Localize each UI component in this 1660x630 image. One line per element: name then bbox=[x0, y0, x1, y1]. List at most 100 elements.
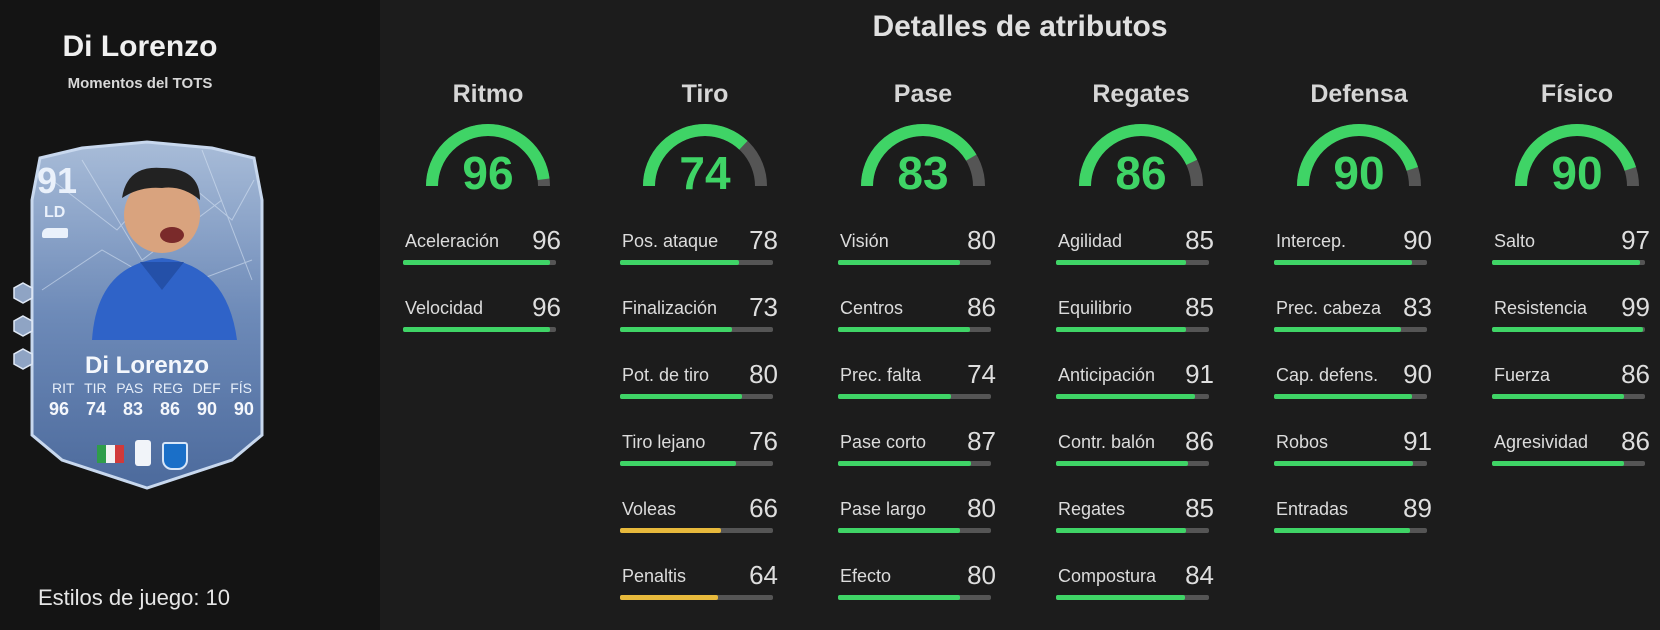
attribute-value: 96 bbox=[532, 292, 561, 322]
card-stat-value: 74 bbox=[85, 399, 107, 419]
player-card[interactable]: 91 LD Di Lorenzo RIT TIR PAS REG DEF FÍS… bbox=[22, 140, 272, 490]
attribute-value: 90 bbox=[1403, 359, 1432, 389]
card-name: Di Lorenzo bbox=[85, 352, 209, 379]
attribute-bar bbox=[1056, 461, 1209, 466]
attribute-bar-fill bbox=[1274, 528, 1411, 533]
attribute-bar bbox=[1274, 394, 1427, 399]
attribute-bar bbox=[838, 260, 991, 265]
attribute-value: 86 bbox=[1621, 426, 1650, 456]
category-gauge bbox=[643, 124, 767, 187]
attribute-bar bbox=[620, 260, 773, 265]
attribute-label: Pase corto bbox=[840, 432, 927, 452]
attribute-value: 91 bbox=[1185, 359, 1214, 389]
attribute-row: Resistencia 99 bbox=[1492, 292, 1652, 334]
attribute-row: Agilidad 85 bbox=[1056, 225, 1216, 267]
attribute-bar-fill bbox=[838, 461, 972, 466]
category-gauge bbox=[426, 124, 550, 187]
attribute-bar-fill bbox=[620, 461, 737, 466]
attribute-row: Visión 80 bbox=[838, 225, 998, 267]
category-name: Pase bbox=[893, 80, 953, 108]
attribute-label: Aceleración bbox=[405, 231, 500, 251]
attribute-row: Agresividad 86 bbox=[1492, 426, 1652, 468]
attribute-row: Pase largo 80 bbox=[838, 493, 998, 535]
attribute-label: Visión bbox=[840, 231, 889, 251]
attribute-bar-fill bbox=[1492, 327, 1644, 332]
category-name: Regates bbox=[1092, 80, 1190, 108]
league-badge-icon bbox=[135, 440, 151, 466]
attribute-bar bbox=[838, 461, 991, 466]
card-stat-label: RIT bbox=[52, 380, 75, 396]
attribute-row: Robos 91 bbox=[1274, 426, 1434, 468]
attribute-bar bbox=[403, 327, 556, 332]
attribute-label: Robos bbox=[1276, 432, 1329, 452]
attribute-bar-fill bbox=[838, 327, 970, 332]
attribute-value: 74 bbox=[967, 359, 996, 389]
attribute-label: Salto bbox=[1494, 231, 1536, 251]
attribute-label: Entradas bbox=[1276, 499, 1349, 519]
card-stat-values: 96 74 83 86 90 90 bbox=[49, 399, 254, 420]
attribute-row: Contr. balón 86 bbox=[1056, 426, 1216, 468]
attribute-row: Anticipación 91 bbox=[1056, 359, 1216, 401]
attribute-bar-fill bbox=[1056, 528, 1187, 533]
attribute-value: 86 bbox=[1621, 359, 1650, 389]
category-value: 74 bbox=[679, 147, 731, 199]
category-gauge bbox=[861, 124, 985, 187]
attribute-bar-fill bbox=[838, 595, 961, 600]
attribute-row: Pos. ataque 78 bbox=[620, 225, 780, 267]
category-gauge bbox=[1297, 124, 1421, 187]
gauge-fill bbox=[426, 124, 550, 187]
attribute-label: Tiro lejano bbox=[622, 432, 706, 452]
attribute-bar bbox=[1056, 260, 1209, 265]
attribute-value: 78 bbox=[749, 225, 778, 255]
attribute-value: 73 bbox=[749, 292, 778, 322]
attribute-value: 99 bbox=[1621, 292, 1650, 322]
attribute-bar-fill bbox=[838, 394, 952, 399]
card-stat-label: TIR bbox=[84, 380, 107, 396]
attribute-value: 66 bbox=[749, 493, 778, 523]
attribute-bar bbox=[1274, 461, 1427, 466]
playstyles-count: Estilos de juego: 10 bbox=[38, 585, 231, 610]
attribute-bar-fill bbox=[1274, 260, 1412, 265]
category-name: Tiro bbox=[681, 80, 729, 108]
section-title: Detalles de atributos bbox=[872, 10, 1168, 43]
card-stat-label: REG bbox=[152, 380, 184, 396]
attribute-bar bbox=[1492, 461, 1645, 466]
playstyle-icon[interactable] bbox=[12, 282, 34, 304]
category-name: Defensa bbox=[1310, 80, 1408, 108]
attribute-value: 96 bbox=[532, 225, 561, 255]
attribute-bar bbox=[1492, 260, 1645, 265]
card-stat-value: 86 bbox=[159, 399, 180, 419]
playstyle-icon[interactable] bbox=[12, 348, 34, 370]
attribute-bar-fill bbox=[1274, 394, 1412, 399]
attribute-bar bbox=[620, 595, 773, 600]
attribute-label: Finalización bbox=[622, 298, 718, 318]
attribute-bar bbox=[1274, 260, 1427, 265]
attribute-label: Penaltis bbox=[622, 566, 687, 586]
attribute-row: Efecto 80 bbox=[838, 560, 998, 602]
attribute-label: Prec. cabeza bbox=[1276, 298, 1382, 318]
attribute-row: Equilibrio 85 bbox=[1056, 292, 1216, 334]
attribute-value: 83 bbox=[1403, 292, 1432, 322]
card-stat-value: 90 bbox=[196, 399, 217, 419]
nation-flag-icon bbox=[97, 445, 124, 463]
category-name: Ritmo bbox=[452, 80, 524, 108]
gauge-fill bbox=[861, 124, 985, 187]
attribute-label: Pase largo bbox=[840, 499, 927, 519]
attribute-value: 89 bbox=[1403, 493, 1432, 523]
attribute-bar bbox=[620, 461, 773, 466]
gauge-fill bbox=[643, 124, 767, 187]
attribute-row: Aceleración 96 bbox=[403, 225, 563, 267]
attribute-label: Intercep. bbox=[1276, 231, 1347, 251]
attribute-label: Resistencia bbox=[1494, 298, 1588, 318]
category-gauge bbox=[1079, 124, 1203, 187]
attribute-row: Entradas 89 bbox=[1274, 493, 1434, 535]
attribute-bar-fill bbox=[403, 260, 550, 265]
attribute-row: Pot. de tiro 80 bbox=[620, 359, 780, 401]
attribute-value: 85 bbox=[1185, 225, 1214, 255]
playstyle-icon[interactable] bbox=[12, 315, 34, 337]
attribute-row: Cap. defens. 90 bbox=[1274, 359, 1434, 401]
attribute-row: Pase corto 87 bbox=[838, 426, 998, 468]
attribute-row: Prec. falta 74 bbox=[838, 359, 998, 401]
attribute-label: Velocidad bbox=[405, 298, 484, 318]
attribute-row: Velocidad 96 bbox=[403, 292, 563, 334]
